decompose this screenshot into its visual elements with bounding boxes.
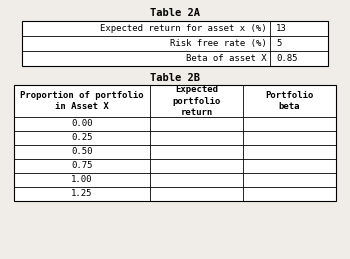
Text: Beta of asset X: Beta of asset X — [186, 54, 267, 63]
Text: 0.25: 0.25 — [71, 133, 93, 142]
Text: 13: 13 — [276, 24, 287, 33]
Text: 0.00: 0.00 — [71, 119, 93, 128]
Text: Expected
portfolio
return: Expected portfolio return — [172, 85, 221, 117]
Text: Table 2A: Table 2A — [150, 8, 200, 18]
Text: Risk free rate (%): Risk free rate (%) — [170, 39, 267, 48]
Bar — [14, 85, 336, 201]
Text: Portfolio
beta: Portfolio beta — [265, 91, 314, 111]
Text: Proportion of portfolio
in Asset X: Proportion of portfolio in Asset X — [20, 91, 144, 111]
Bar — [22, 21, 328, 66]
Text: 0.85: 0.85 — [276, 54, 298, 63]
Text: 5: 5 — [276, 39, 281, 48]
Text: 0.50: 0.50 — [71, 147, 93, 156]
Text: 1.25: 1.25 — [71, 190, 93, 198]
Text: 1.00: 1.00 — [71, 176, 93, 184]
Text: Table 2B: Table 2B — [150, 73, 200, 83]
Text: 0.75: 0.75 — [71, 162, 93, 170]
Text: Expected return for asset x (%): Expected return for asset x (%) — [100, 24, 267, 33]
